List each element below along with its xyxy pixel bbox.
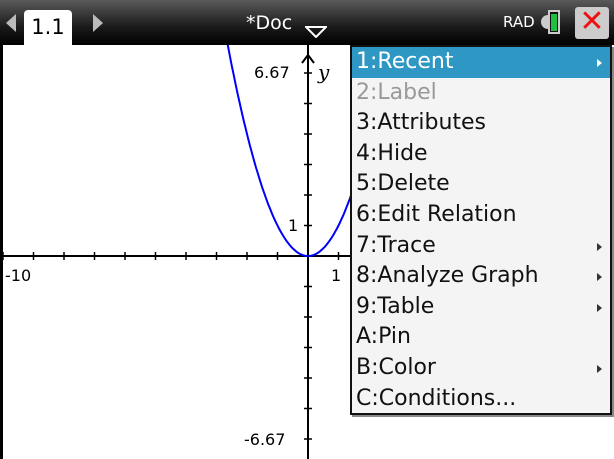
angle-mode-indicator: RAD bbox=[503, 13, 535, 31]
document-title[interactable]: *Doc bbox=[246, 12, 293, 34]
context-menu: 1:Recent 2:Label 3:Attributes 4:Hide 5:Delet… bbox=[350, 45, 612, 415]
y-axis-arrow bbox=[301, 54, 309, 64]
battery-settings-icon[interactable] bbox=[540, 8, 562, 36]
menu-item-label: 8:Analyze Graph bbox=[356, 263, 539, 289]
menu-item-hide[interactable]: 4:Hide bbox=[352, 139, 610, 170]
document-menu-chevron-icon[interactable] bbox=[305, 26, 327, 38]
menu-item-label: 2:Label bbox=[356, 79, 437, 105]
menu-item-pin[interactable]: A:Pin bbox=[352, 322, 610, 353]
menu-item-recent[interactable]: 1:Recent bbox=[352, 47, 610, 78]
menu-item-analyze-graph[interactable]: 8:Analyze Graph bbox=[352, 261, 610, 292]
submenu-arrow-icon bbox=[597, 242, 602, 251]
menu-item-label: 1:Recent bbox=[356, 49, 454, 74]
menu-item-conditions[interactable]: C:Conditions... bbox=[352, 384, 610, 415]
page-tab[interactable]: 1.1 bbox=[24, 10, 72, 48]
menu-item-trace[interactable]: 7:Trace bbox=[352, 231, 610, 262]
y-axis-arrow bbox=[307, 54, 315, 64]
y-min-label: -6.67 bbox=[244, 430, 285, 449]
y-tick-label: 1 bbox=[288, 216, 298, 235]
prev-page-arrow-icon[interactable] bbox=[6, 14, 16, 32]
menu-item-delete[interactable]: 5:Delete bbox=[352, 169, 610, 200]
close-button[interactable]: ✕ bbox=[575, 7, 609, 39]
x-tick-label: 1 bbox=[331, 266, 341, 285]
menu-item-label: 9:Table bbox=[356, 293, 435, 319]
menu-item-label: 6:Edit Relation bbox=[356, 201, 517, 227]
menu-item-attributes[interactable]: 3:Attributes bbox=[352, 108, 610, 139]
menu-item-label: 5:Delete bbox=[356, 171, 450, 197]
y-axis-label: y bbox=[317, 60, 330, 84]
title-bar: 1.1 *Doc RAD ✕ bbox=[0, 0, 614, 48]
next-page-arrow-icon[interactable] bbox=[93, 14, 103, 32]
menu-item-label: 7:Trace bbox=[356, 232, 436, 258]
menu-item-label: B:Color bbox=[356, 354, 436, 380]
menu-item-label: A:Pin bbox=[356, 324, 411, 350]
menu-item-edit-relation[interactable]: 6:Edit Relation bbox=[352, 200, 610, 231]
x-min-label: -10 bbox=[5, 266, 31, 285]
menu-item-color[interactable]: B:Color bbox=[352, 353, 610, 384]
submenu-arrow-icon bbox=[597, 303, 602, 312]
menu-item-label: 3:Attributes bbox=[356, 110, 487, 136]
menu-item-label: 2:Label bbox=[352, 78, 610, 109]
menu-item-table[interactable]: 9:Table bbox=[352, 292, 610, 323]
submenu-arrow-icon bbox=[597, 59, 602, 67]
y-max-label: 6.67 bbox=[254, 63, 290, 82]
submenu-arrow-icon bbox=[597, 364, 602, 373]
menu-item-label: 4:Hide bbox=[356, 140, 428, 166]
menu-item-label: C:Conditions... bbox=[356, 385, 517, 411]
submenu-arrow-icon bbox=[597, 273, 602, 282]
